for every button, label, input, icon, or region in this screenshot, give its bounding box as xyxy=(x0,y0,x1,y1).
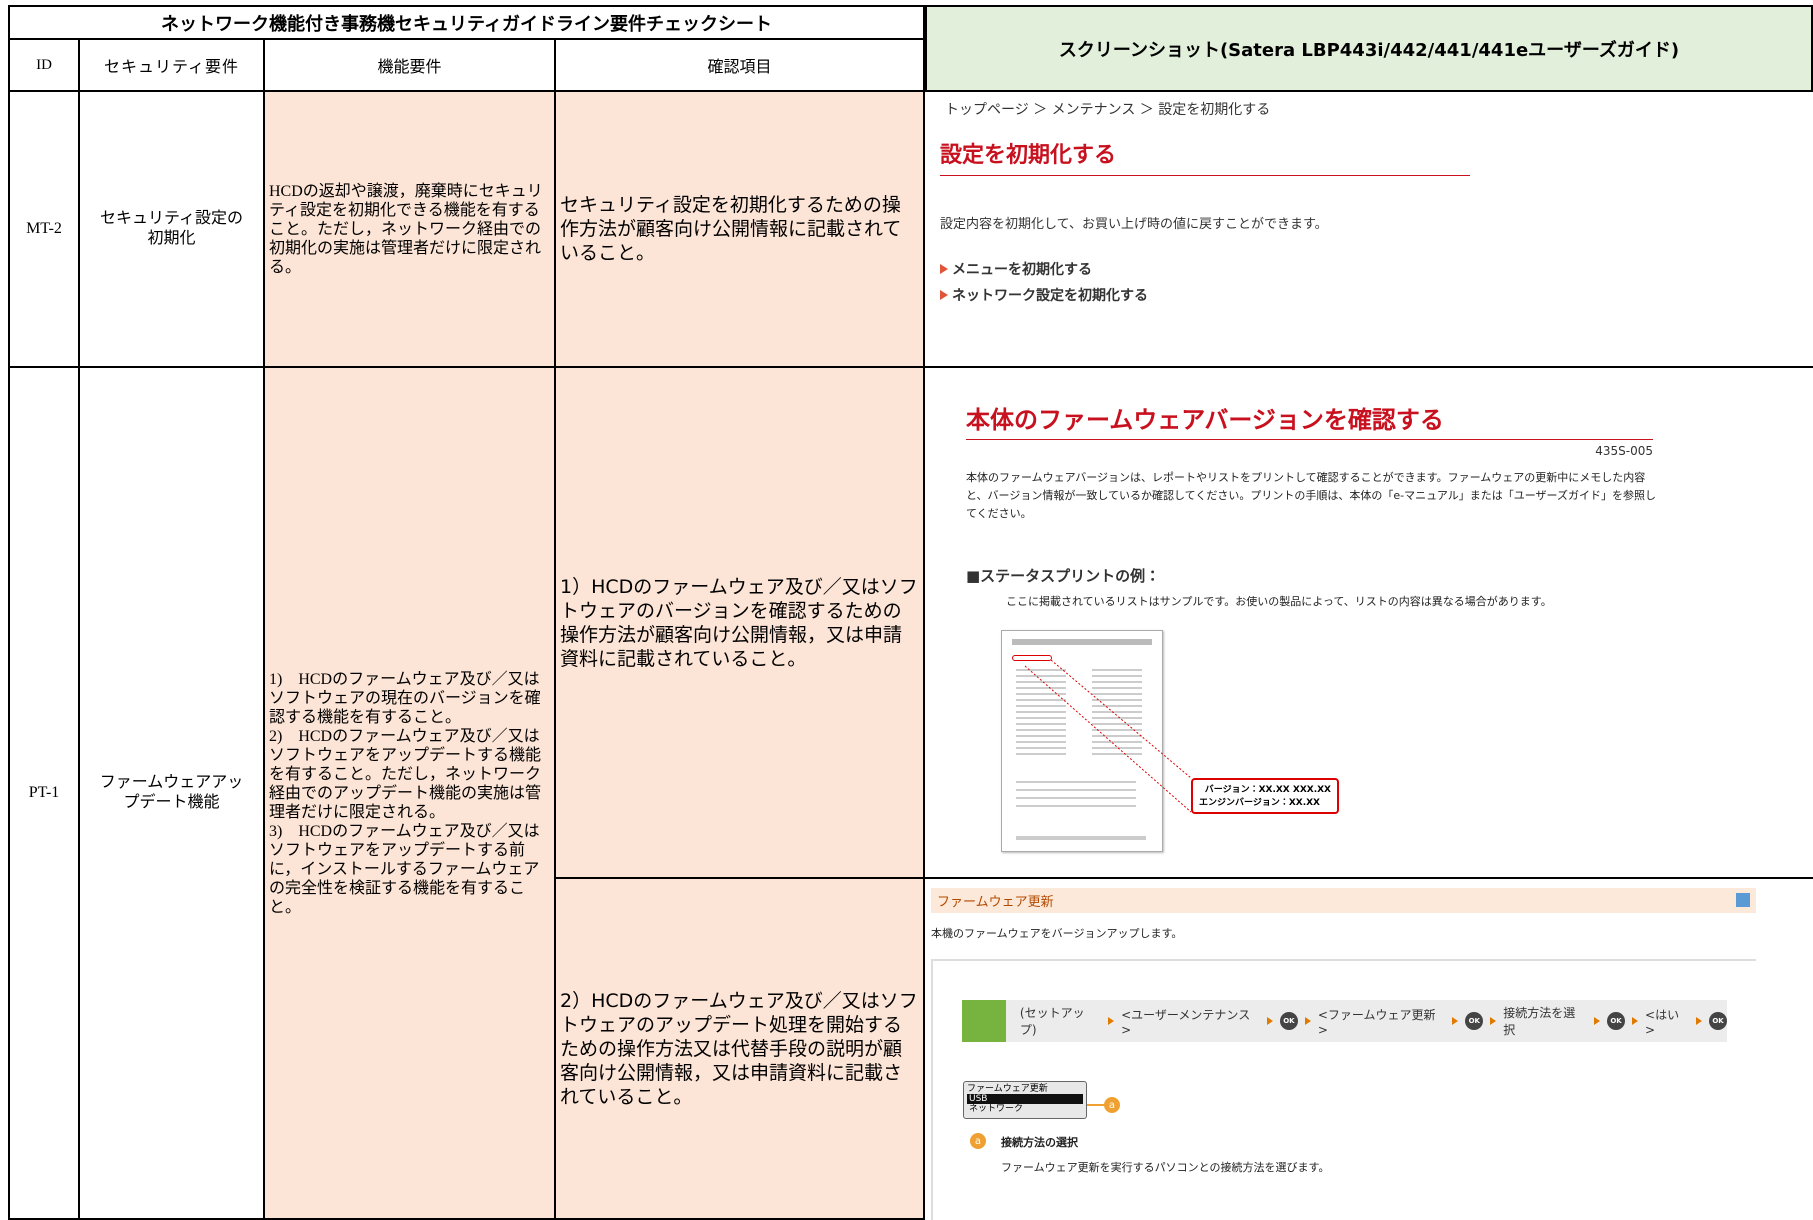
step-arrow xyxy=(1304,1017,1311,1025)
section-bar: ファームウェア更新 xyxy=(931,888,1756,913)
callout-lines xyxy=(1024,659,1192,813)
step: <ユーザーメンテナンス> xyxy=(1121,1007,1251,1037)
row-id: MT-2 xyxy=(10,92,80,368)
callout-text: エンジンバージョン：XX.XX xyxy=(1199,798,1320,808)
ok-button: OK xyxy=(1465,1012,1484,1030)
screenshot-reset: トップページ ＞ メンテナンス ＞ 設定を初期化する 設定を初期化する 設定内容… xyxy=(925,92,1813,368)
top-button[interactable] xyxy=(1736,893,1750,907)
panel-option: ネットワーク xyxy=(969,1104,1024,1114)
thumb-text xyxy=(1092,669,1142,759)
row-id: PT-1 xyxy=(10,368,80,1220)
breadcrumb: トップページ ＞ メンテナンス ＞ 設定を初期化する xyxy=(945,102,1271,118)
step: (セットアップ) xyxy=(1019,1006,1085,1037)
screenshot-header: スクリーンショット(Satera LBP443i/442/441/441eユーザ… xyxy=(925,7,1813,92)
thumb-text xyxy=(1016,669,1066,759)
row-function: 1) HCDのファームウェア及び／又はソフトウェアの現在のバージョンを確認する機… xyxy=(265,368,556,1220)
section-title: ファームウェア更新 xyxy=(937,895,1054,910)
step: <ファームウェア更新> xyxy=(1317,1007,1436,1037)
callout: バージョン：XX.XX XXX.XX エンジンバージョン：XX.XX xyxy=(1191,778,1339,814)
note: ここに掲載されているリストはサンプルです。お使いの製品によって、リストの内容は異… xyxy=(1006,595,1552,608)
row-requirement: セキュリティ設定の 初期化 xyxy=(80,92,265,368)
sheet-title: ネットワーク機能付き事務機セキュリティガイドライン要件チェックシート xyxy=(10,7,925,40)
marker-line xyxy=(1087,1104,1105,1106)
panel-title: ファームウェア更新 xyxy=(967,1084,1048,1094)
item-title: 接続方法の選択 xyxy=(1001,1136,1078,1149)
step-arrow xyxy=(1108,1017,1115,1025)
link-text[interactable]: メニューを初期化する xyxy=(952,262,1092,278)
marker: a xyxy=(970,1133,986,1149)
procedure-box xyxy=(931,959,1756,1220)
column-header: セキュリティ要件 xyxy=(80,40,265,92)
step-arrow xyxy=(1266,1017,1273,1025)
column-header: 確認項目 xyxy=(556,40,925,92)
thumb-line xyxy=(1016,836,1146,840)
step-arrow xyxy=(1452,1017,1459,1025)
thumb-highlight xyxy=(1012,655,1052,661)
panel-selected: USB xyxy=(967,1094,1083,1104)
callout-line xyxy=(1024,665,1192,813)
step-arrow xyxy=(1490,1017,1497,1025)
callout-line xyxy=(1050,659,1192,779)
thumb-text xyxy=(1016,781,1136,811)
description: 設定内容を初期化して、お買い上げ時の値に戻すことができます。 xyxy=(940,217,1328,232)
link-text[interactable]: ネットワーク設定を初期化する xyxy=(952,288,1148,304)
item-text: ファームウェア更新を実行するパソコンとの接続方法を選びます。 xyxy=(1001,1161,1330,1174)
page-title: 設定を初期化する xyxy=(940,137,1470,176)
description: 本体のファームウェアバージョンは、レポートやリストをプリントして確認することがで… xyxy=(966,471,1656,520)
lcd-panel: ファームウェア更新 USB ネットワーク xyxy=(963,1081,1087,1119)
ok-button: OK xyxy=(1709,1012,1727,1030)
column-header: ID xyxy=(10,40,80,92)
ok-button: OK xyxy=(1279,1012,1298,1030)
section-title: ■ステータスプリントの例： xyxy=(966,567,1161,585)
link[interactable]: ネットワーク設定を初期化する xyxy=(940,285,1148,305)
thumb-line xyxy=(1012,639,1152,645)
doc-code: 435S-005 xyxy=(1595,444,1653,458)
step-arrow xyxy=(1594,1017,1601,1025)
marker: a xyxy=(1104,1097,1120,1113)
link-icon xyxy=(940,264,948,274)
description: 本機のファームウェアをバージョンアップします。 xyxy=(931,927,1183,940)
row-check: 2）HCDのファームウェア及び／又はソフトウェアのアップデート処理を開始するため… xyxy=(556,879,925,1220)
screenshot-update: ファームウェア更新 本機のファームウェアをバージョンアップします。 (セットアッ… xyxy=(925,879,1813,1220)
row-check: セキュリティ設定を初期化するための操作方法が顧客向け公開情報に記載されていること… xyxy=(556,92,925,368)
report-thumbnail xyxy=(1001,630,1163,852)
step-arrow xyxy=(1696,1017,1703,1025)
row-requirement: ファームウェアアップデート機能 xyxy=(80,368,265,1220)
step: 接続方法を選択 xyxy=(1503,1006,1576,1037)
step-arrow xyxy=(1632,1017,1639,1025)
sheet xyxy=(8,5,1813,1220)
row-function: HCDの返却や譲渡，廃棄時にセキュリティ設定を初期化できる機能を有すること。ただ… xyxy=(265,92,556,368)
ok-button: OK xyxy=(1607,1012,1626,1030)
steps: (セットアップ) <ユーザーメンテナンス> OK <ファームウェア更新> OK 接続方法を… xyxy=(1020,1004,1727,1038)
screenshot-version: 本体のファームウェアバージョンを確認する 435S-005 本体のファームウェア… xyxy=(925,368,1813,879)
steps-bar: (セットアップ) <ユーザーメンテナンス> OK <ファームウェア更新> OK 接続方法を… xyxy=(962,1000,1727,1042)
step: <はい> xyxy=(1645,1007,1680,1037)
hand-icon xyxy=(962,1000,1006,1042)
column-header: 機能要件 xyxy=(265,40,556,92)
page-title: 本体のファームウェアバージョンを確認する xyxy=(966,400,1653,440)
link[interactable]: メニューを初期化する xyxy=(940,259,1092,279)
row-check: 1）HCDのファームウェア及び／又はソフトウェアのバージョンを確認するための操作… xyxy=(556,368,925,879)
link-icon xyxy=(940,290,948,300)
callout-text: バージョン：XX.XX XXX.XX xyxy=(1204,785,1331,795)
